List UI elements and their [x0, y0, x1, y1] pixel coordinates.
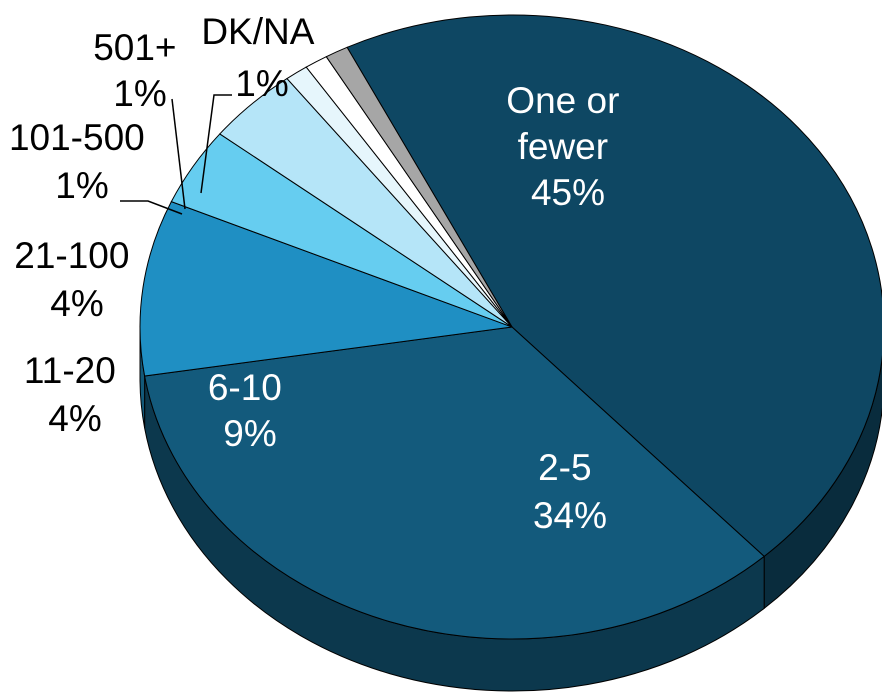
label-11-20: 11-20 4%	[24, 350, 126, 439]
label-11-20-line1: 11-20	[24, 350, 116, 391]
label-2-5-value: 34%	[533, 495, 607, 536]
label-6-10-value: 9%	[223, 413, 276, 454]
label-21-100-value: 4%	[50, 283, 103, 324]
label-501-plus-line1: 501+	[93, 27, 176, 68]
leader-line-101-500	[120, 200, 183, 215]
label-21-100: 21-100 4%	[14, 235, 140, 324]
pie-slice-2-5	[144, 326, 765, 640]
label-6-10-line1: 6-10	[208, 367, 282, 408]
label-6-10: 6-10 9%	[208, 367, 292, 454]
label-dkna: DK/NA 1%	[201, 11, 322, 104]
label-one-or-fewer: One or fewer 45%	[506, 80, 629, 213]
pie-slice-one-or-fewer	[346, 14, 882, 558]
label-one-or-fewer-line1: One or	[506, 80, 619, 121]
leader-line-dkna	[200, 94, 232, 194]
label-11-20-value: 4%	[48, 398, 101, 439]
label-101-500-value: 1%	[55, 165, 108, 206]
label-one-or-fewer-value: 45%	[531, 172, 605, 213]
label-101-500: 101-500 1%	[9, 117, 155, 206]
pie-slice-dk-na	[325, 46, 513, 328]
label-2-5-line1: 2-5	[538, 447, 591, 488]
leader-line-501plus	[171, 98, 186, 210]
pie-slices	[139, 14, 882, 640]
label-501-plus: 501+ 1%	[93, 27, 187, 114]
label-dkna-value: 1%	[235, 63, 288, 104]
leader-lines	[120, 94, 232, 215]
label-501-plus-value: 1%	[113, 73, 166, 114]
label-one-or-fewer-line2: fewer	[518, 126, 608, 167]
label-101-500-line1: 101-500	[9, 117, 145, 158]
slice-labels: One or fewer 45% 2-5 34% 6-10 9% 11-20 4…	[9, 11, 629, 536]
label-21-100-line1: 21-100	[14, 235, 129, 276]
label-2-5: 2-5 34%	[533, 447, 607, 536]
label-dkna-line1: DK/NA	[201, 11, 314, 52]
pie-slice-6-10	[139, 201, 513, 377]
